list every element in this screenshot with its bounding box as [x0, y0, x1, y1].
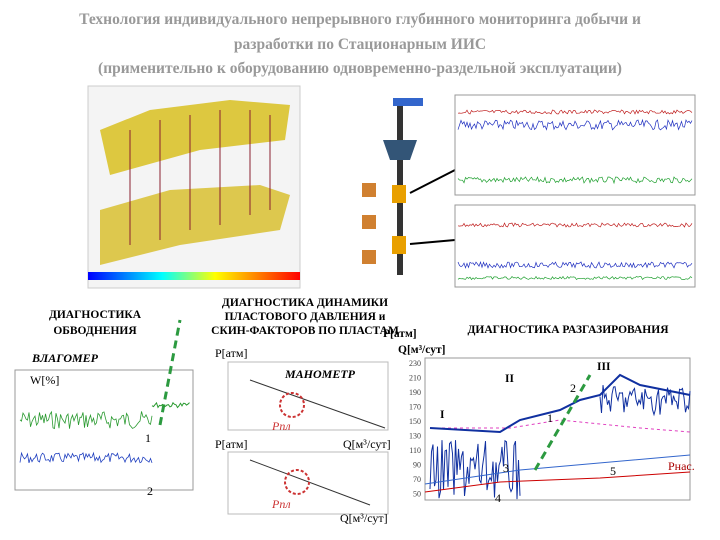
device-label: ВЛАГОМЕР: [31, 351, 99, 365]
trace: [457, 118, 693, 131]
trace: [19, 451, 153, 464]
heading: ДИАГНОСТИКА РАЗГАЗИРОВАНИЯ: [467, 324, 669, 336]
trace: [429, 439, 521, 500]
marker: 2: [570, 381, 576, 395]
sensor-plots: [454, 94, 696, 288]
heading: ДИАГНОСТИКА: [49, 309, 142, 321]
trace: [457, 109, 693, 115]
axis-label: Q[м³/сут]: [343, 437, 391, 451]
y-tick-label: 150: [409, 417, 421, 426]
marker: 4: [495, 491, 501, 505]
y-tick-label: 170: [409, 403, 421, 412]
marker: 1: [145, 431, 151, 445]
annotation: Рнас.: [668, 459, 695, 473]
marker: III: [597, 361, 611, 373]
marker: 3: [503, 461, 509, 475]
annotation: Рпл: [271, 419, 291, 433]
marker: 5: [610, 464, 616, 478]
trace: [19, 410, 153, 430]
axis-label: P[атм]: [215, 437, 248, 451]
y-tick-label: 90: [413, 461, 421, 470]
heading: СКИН-ФАКТОРОВ ПО ПЛАСТАМ: [211, 325, 399, 337]
reservoir-model: [87, 85, 301, 289]
middle-panel: ДИАГНОСТИКА ДИНАМИКИ ПЛАСТОВОГО ДАВЛЕНИЯ…: [211, 297, 399, 525]
y-tick-label: 110: [409, 446, 421, 455]
right-panel: ДИАГНОСТИКА РАЗГАЗИРОВАНИЯ P[атм] Q[м³/с…: [383, 324, 695, 505]
axis-label: P[атм]: [215, 346, 248, 360]
marker: 2: [147, 484, 153, 498]
heading: ОБВОДНЕНИЯ: [53, 325, 137, 337]
device-label: МАНОМЕТР: [284, 367, 356, 381]
well-schematic: [362, 98, 456, 275]
trace: [151, 401, 190, 409]
axis-label: Q[м³/сут]: [398, 344, 445, 356]
marker: II: [505, 373, 514, 385]
annotation: Рпл: [271, 497, 291, 511]
y-tick-label: 50: [413, 490, 421, 499]
title-line: разработки по Стационарным ИИС: [234, 36, 486, 53]
axis-label: P[атм]: [383, 328, 417, 340]
y-tick-label: 70: [413, 475, 421, 484]
title-line: (применительно к оборудованию одновремен…: [98, 60, 622, 77]
title-line: Технология индивидуального непрерывного …: [79, 11, 641, 28]
heading: ПЛАСТОВОГО ДАВЛЕНИЯ и: [225, 311, 386, 323]
trace: [457, 176, 693, 185]
y-tick-label: 210: [409, 374, 421, 383]
trace: [599, 385, 691, 417]
axis-label: Q[м³/сут]: [340, 511, 388, 525]
trace: [457, 260, 693, 269]
y-tick-label: 190: [409, 388, 421, 397]
trace: [457, 275, 693, 281]
marker: 1: [547, 411, 553, 425]
heading: ДИАГНОСТИКА ДИНАМИКИ: [222, 297, 388, 309]
left-panel: ДИАГНОСТИКА ОБВОДНЕНИЯ ВЛАГОМЕР W[%] 1 2: [14, 309, 194, 498]
axis-label: W[%]: [30, 373, 59, 387]
y-tick-label: 230: [409, 359, 421, 368]
trace: [457, 222, 693, 228]
y-tick-label: 130: [409, 432, 421, 441]
marker: I: [440, 409, 445, 421]
